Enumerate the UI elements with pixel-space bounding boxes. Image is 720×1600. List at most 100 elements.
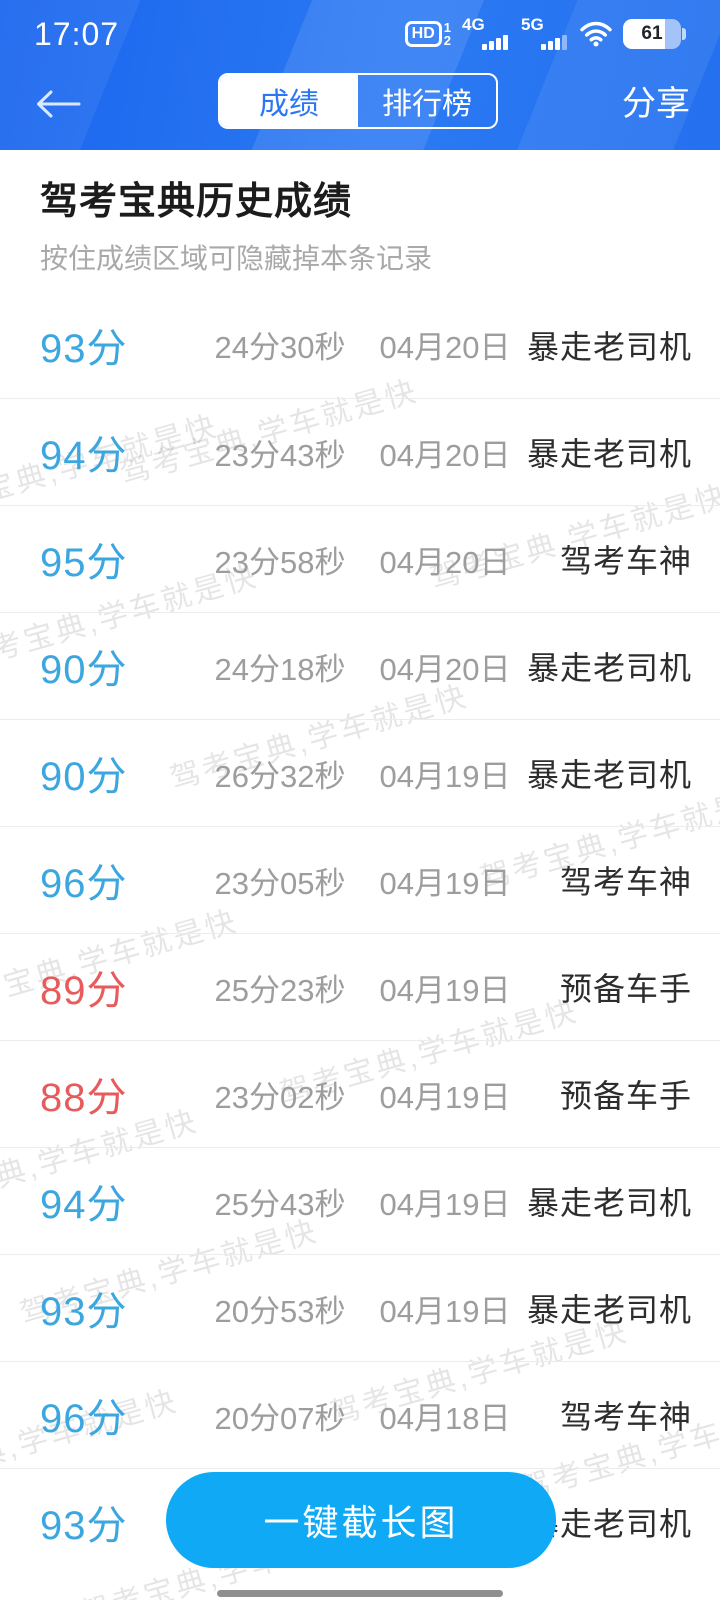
- score-row[interactable]: 94分 23分43秒 04月20日 暴走老司机: [0, 398, 720, 505]
- date-value: 04月19日: [379, 1186, 511, 1222]
- duration-value: 23分43秒: [214, 437, 346, 473]
- rank-title: 驾考车神: [559, 864, 692, 900]
- header: 17:07 HD 1 2 4G 5G: [0, 0, 720, 150]
- score-cell: 93分: [40, 1279, 190, 1337]
- score-cell: 95分: [40, 530, 190, 588]
- score-unit: 分: [86, 1076, 128, 1120]
- score-cell: 94分: [40, 1172, 190, 1230]
- score-unit: 分: [86, 434, 128, 478]
- date-value: 04月19日: [379, 1293, 511, 1329]
- hd-badge: HD: [404, 21, 442, 47]
- signal-bars-5g: [541, 35, 567, 50]
- score-value: 90: [40, 755, 87, 799]
- rank-title: 暴走老司机: [526, 1185, 692, 1221]
- score-value: 95: [40, 541, 87, 585]
- rank-title: 暴走老司机: [526, 328, 692, 365]
- score-unit: 分: [86, 1290, 128, 1334]
- score-row[interactable]: 93分 20分53秒 04月19日 暴走老司机: [0, 1254, 720, 1361]
- score-row[interactable]: 90分 26分32秒 04月19日 暴走老司机: [0, 719, 720, 826]
- score-cell: 90分: [40, 744, 190, 802]
- score-unit: 分: [86, 541, 128, 585]
- score-unit: 分: [86, 1183, 128, 1227]
- score-cell: 94分: [40, 423, 190, 481]
- score-unit: 分: [86, 755, 128, 799]
- date-value: 04月20日: [379, 544, 511, 580]
- score-row[interactable]: 90分 24分18秒 04月20日 暴走老司机: [0, 612, 720, 719]
- rank-title: 预备车手: [559, 1078, 692, 1114]
- sim1-label: 1: [443, 20, 451, 35]
- duration-value: 20分07秒: [214, 1400, 346, 1436]
- score-value: 93: [40, 1290, 87, 1334]
- rank-title: 暴走老司机: [526, 1292, 692, 1328]
- nav-bar: 成绩 排行榜 分享: [0, 56, 720, 150]
- score-cell: 89分: [40, 958, 190, 1016]
- score-row[interactable]: 96分 20分07秒 04月18日 驾考车神: [0, 1361, 720, 1468]
- tab-scores[interactable]: 成绩: [220, 75, 358, 127]
- score-list: 93分 24分30秒 04月20日 暴走老司机 94分 23分43秒 04月20…: [0, 291, 720, 1575]
- score-unit: 分: [86, 862, 128, 906]
- sim2-label: 2: [443, 33, 451, 48]
- battery-icon: 61: [623, 19, 686, 49]
- score-row[interactable]: 94分 25分43秒 04月19日 暴走老司机: [0, 1147, 720, 1254]
- score-value: 94: [40, 434, 87, 478]
- score-row[interactable]: 89分 25分23秒 04月19日 预备车手: [0, 933, 720, 1040]
- date-value: 04月20日: [379, 651, 511, 687]
- date-value: 04月19日: [379, 865, 511, 901]
- content-area: 驾考宝典,学车就是快 驾考宝典,学车就是快 驾考宝典,学车就是快 驾考宝典,学车…: [0, 150, 720, 1600]
- duration-value: 25分43秒: [214, 1186, 346, 1222]
- status-icons: HD 1 2 4G 5G: [404, 15, 686, 52]
- score-cell: 88分: [40, 1065, 190, 1123]
- signal-4g-icon: 4G: [462, 16, 510, 52]
- score-value: 90: [40, 648, 87, 692]
- duration-value: 23分58秒: [214, 544, 346, 580]
- score-value: 96: [40, 862, 87, 906]
- tab-leaderboard[interactable]: 排行榜: [382, 88, 472, 121]
- duration-value: 26分32秒: [214, 758, 346, 794]
- score-value: 93: [40, 1504, 87, 1548]
- status-time: 17:07: [34, 15, 120, 52]
- rank-title: 暴走老司机: [526, 650, 692, 686]
- score-cell: 96分: [40, 851, 190, 909]
- back-button[interactable]: [32, 84, 88, 124]
- score-unit: 分: [86, 1504, 128, 1548]
- score-row[interactable]: 95分 23分58秒 04月20日 驾考车神: [0, 505, 720, 612]
- score-unit: 分: [86, 1397, 128, 1441]
- home-indicator[interactable]: [217, 1590, 503, 1597]
- net-4g-label: 4G: [462, 15, 485, 34]
- rank-title: 预备车手: [559, 971, 692, 1007]
- date-value: 04月19日: [379, 1079, 511, 1115]
- date-value: 04月20日: [379, 330, 511, 365]
- back-arrow-icon: [37, 90, 81, 118]
- page-title: 驾考宝典历史成绩: [40, 181, 353, 223]
- score-unit: 分: [86, 326, 128, 371]
- date-value: 04月19日: [379, 972, 511, 1008]
- score-cell: 96分: [40, 1386, 190, 1444]
- net-5g-label: 5G: [521, 15, 544, 34]
- score-value: 88: [40, 1076, 87, 1120]
- wifi-icon: [580, 21, 612, 47]
- duration-value: 24分18秒: [214, 651, 346, 687]
- score-row[interactable]: 93分 24分30秒 04月20日 暴走老司机: [0, 291, 720, 398]
- score-row[interactable]: 88分 23分02秒 04月19日 预备车手: [0, 1040, 720, 1147]
- battery-percent: 61: [641, 23, 663, 44]
- hd-volte-icon: HD 1 2: [404, 20, 451, 48]
- score-value: 96: [40, 1397, 87, 1441]
- signal-bars-4g: [482, 35, 508, 50]
- score-cell: 93分: [40, 1493, 190, 1551]
- score-unit: 分: [86, 648, 128, 692]
- score-row[interactable]: 93分 暴走老司机: [0, 1468, 720, 1575]
- rank-title: 暴走老司机: [526, 757, 692, 793]
- date-value: 04月19日: [379, 758, 511, 794]
- rank-title: 驾考车神: [559, 1399, 692, 1435]
- score-value: 93: [40, 326, 87, 371]
- share-button[interactable]: 分享: [622, 85, 690, 123]
- long-screenshot-button[interactable]: 一键截长图: [166, 1472, 556, 1568]
- score-row[interactable]: 96分 23分05秒 04月19日 驾考车神: [0, 826, 720, 933]
- date-value: 04月20日: [379, 437, 511, 473]
- rank-title: 暴走老司机: [526, 436, 692, 472]
- duration-value: 20分53秒: [214, 1293, 346, 1329]
- date-value: 04月18日: [379, 1400, 511, 1436]
- score-value: 94: [40, 1183, 87, 1227]
- duration-value: 24分30秒: [214, 330, 346, 365]
